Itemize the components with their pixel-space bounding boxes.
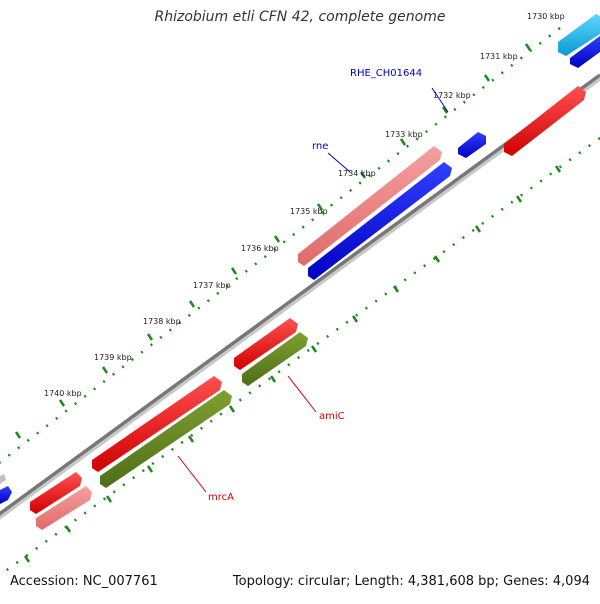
gene-label-rhe-ch01644: RHE_CH01644 <box>350 68 422 79</box>
feature-mrca-red[interactable] <box>92 376 222 472</box>
gene-label-mrca: mrcA <box>208 492 234 503</box>
gene-callout-amic[interactable]: amiC <box>287 375 345 422</box>
tick-label: 1738 kbp <box>143 317 181 326</box>
feature-red-right[interactable] <box>504 86 586 156</box>
feature-grey-edge[interactable] <box>0 474 6 484</box>
genome-summary: Topology: circular; Length: 4,381,608 bp… <box>232 574 590 589</box>
tick-label: 1732 kbp <box>433 91 471 100</box>
tick-label: 1731 kbp <box>480 52 518 61</box>
major-ticks <box>14 43 532 439</box>
tick-label: 1730 kbp <box>527 12 565 21</box>
map-title: Rhizobium etli CFN 42, complete genome <box>154 9 446 25</box>
tick-label: 1735 kbp <box>290 207 328 216</box>
outer-tick-ring <box>0 27 561 464</box>
gene-callout-rhe-ch01644[interactable]: RHE_CH01644 <box>350 68 449 113</box>
tick-labels: 1730 kbp 1731 kbp 1732 kbp 1733 kbp 1734… <box>44 12 565 398</box>
feature-rne-blue[interactable] <box>308 162 452 280</box>
feature-pink-lower-left[interactable] <box>36 486 92 530</box>
feature-amic-red[interactable] <box>234 318 298 370</box>
tick-label: 1736 kbp <box>241 244 279 253</box>
feature-blue-top[interactable] <box>570 36 600 68</box>
feature-rne-pink[interactable] <box>298 146 442 266</box>
feature-blue-small[interactable] <box>458 132 486 158</box>
gene-label-rne: rne <box>312 141 328 152</box>
feature-blue-edge[interactable] <box>0 486 12 504</box>
tick-label: 1740 kbp <box>44 389 82 398</box>
tick-label: 1737 kbp <box>193 281 231 290</box>
gene-label-amic: amiC <box>319 411 345 422</box>
inner-tick-ring <box>0 136 600 577</box>
feature-mrca-olive[interactable] <box>100 390 232 488</box>
gene-callout-mrca[interactable]: mrcA <box>177 455 234 503</box>
gene-callout-rne[interactable]: rne <box>312 141 351 173</box>
tick-label: 1739 kbp <box>94 353 132 362</box>
genome-backbone-shadow <box>0 75 600 520</box>
feature-cyan-top[interactable] <box>558 14 600 56</box>
accession-label: Accession: NC_007761 <box>10 574 158 589</box>
inner-ticks <box>23 165 562 563</box>
tick-label: 1733 kbp <box>385 130 423 139</box>
genome-backbone <box>0 73 600 516</box>
tick-label: 1734 kbp <box>338 169 376 178</box>
feature-red-lower-left[interactable] <box>30 472 82 514</box>
feature-amic-olive[interactable] <box>242 332 308 386</box>
